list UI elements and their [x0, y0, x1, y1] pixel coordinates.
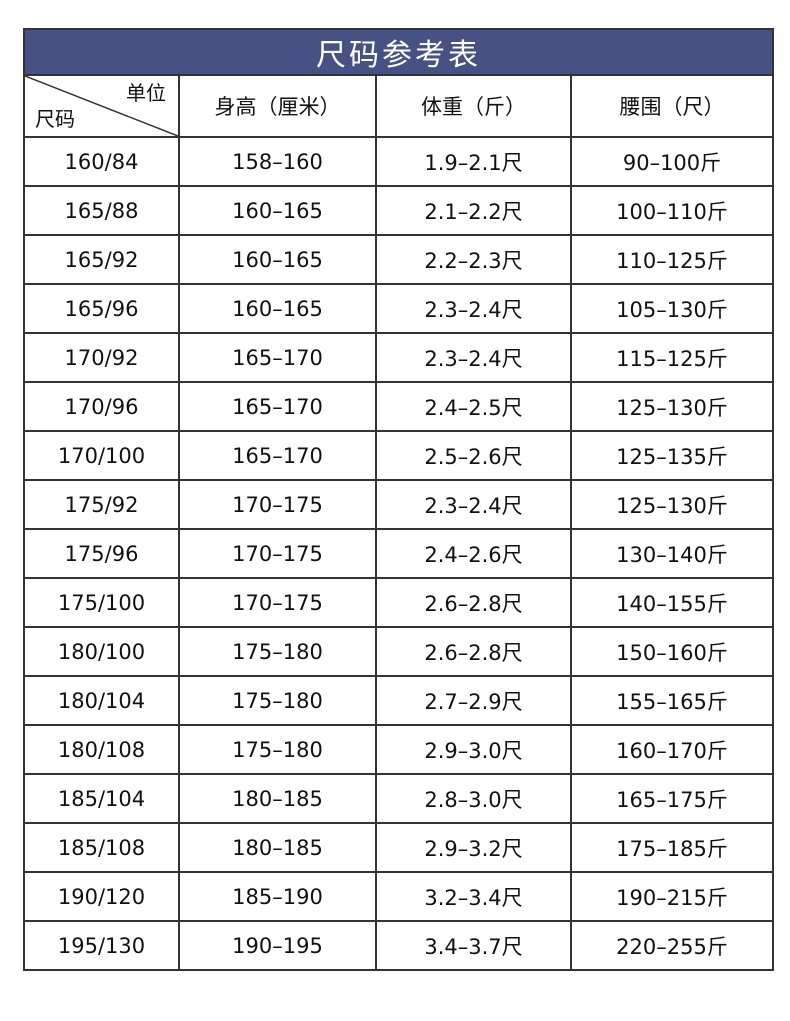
table-row: 165/88 160–165 2.1–2.2尺 100–110斤: [23, 185, 774, 236]
weight-cell: 2.3–2.4尺: [375, 479, 572, 530]
size-cell: 170/100: [23, 430, 180, 481]
waist-cell: 150–160斤: [570, 626, 774, 677]
table-row: 175/96 170–175 2.4–2.6尺 130–140斤: [23, 528, 774, 579]
waist-cell: 125–130斤: [570, 381, 774, 432]
weight-cell: 2.9–3.2尺: [375, 822, 572, 873]
weight-cell: 2.1–2.2尺: [375, 185, 572, 236]
weight-cell: 2.6–2.8尺: [375, 626, 572, 677]
table-row: 180/108 175–180 2.9–3.0尺 160–170斤: [23, 724, 774, 775]
waist-cell: 125–135斤: [570, 430, 774, 481]
table-title: 尺码参考表: [23, 28, 774, 76]
size-cell: 180/100: [23, 626, 180, 677]
weight-cell: 2.4–2.6尺: [375, 528, 572, 579]
weight-cell: 2.8–3.0尺: [375, 773, 572, 824]
height-cell: 180–185: [178, 822, 377, 873]
corner-size-label: 尺码: [35, 107, 75, 131]
table-row: 185/108 180–185 2.9–3.2尺 175–185斤: [23, 822, 774, 873]
table-row: 175/100 170–175 2.6–2.8尺 140–155斤: [23, 577, 774, 628]
table-row: 170/92 165–170 2.3–2.4尺 115–125斤: [23, 332, 774, 383]
corner-header-cell: 单位 尺码: [23, 74, 180, 138]
header-waist: 腰围（尺）: [570, 74, 774, 138]
size-cell: 165/96: [23, 283, 180, 334]
size-cell: 195/130: [23, 920, 180, 971]
size-cell: 185/108: [23, 822, 180, 873]
weight-cell: 3.2–3.4尺: [375, 871, 572, 922]
size-cell: 185/104: [23, 773, 180, 824]
height-cell: 160–165: [178, 234, 377, 285]
weight-cell: 2.3–2.4尺: [375, 283, 572, 334]
size-reference-table: 尺码参考表 单位 尺码 身高（厘米） 体重（斤） 腰围（尺） 160/84 158…: [23, 28, 774, 971]
waist-cell: 100–110斤: [570, 185, 774, 236]
size-cell: 160/84: [23, 136, 180, 187]
size-cell: 175/96: [23, 528, 180, 579]
waist-cell: 155–165斤: [570, 675, 774, 726]
corner-unit-label: 单位: [126, 81, 166, 105]
weight-cell: 1.9–2.1尺: [375, 136, 572, 187]
size-cell: 175/92: [23, 479, 180, 530]
waist-cell: 220–255斤: [570, 920, 774, 971]
table-row: 165/92 160–165 2.2–2.3尺 110–125斤: [23, 234, 774, 285]
weight-cell: 2.2–2.3尺: [375, 234, 572, 285]
weight-cell: 2.5–2.6尺: [375, 430, 572, 481]
height-cell: 165–170: [178, 381, 377, 432]
size-cell: 190/120: [23, 871, 180, 922]
diagonal-line: [26, 77, 177, 135]
height-cell: 160–165: [178, 283, 377, 334]
table-row: 170/100 165–170 2.5–2.6尺 125–135斤: [23, 430, 774, 481]
size-cell: 175/100: [23, 577, 180, 628]
size-cell: 170/96: [23, 381, 180, 432]
waist-cell: 130–140斤: [570, 528, 774, 579]
height-cell: 170–175: [178, 479, 377, 530]
height-cell: 170–175: [178, 528, 377, 579]
waist-cell: 165–175斤: [570, 773, 774, 824]
table-row: 195/130 190–195 3.4–3.7尺 220–255斤: [23, 920, 774, 971]
waist-cell: 115–125斤: [570, 332, 774, 383]
weight-cell: 2.7–2.9尺: [375, 675, 572, 726]
height-cell: 160–165: [178, 185, 377, 236]
waist-cell: 90–100斤: [570, 136, 774, 187]
waist-cell: 190–215斤: [570, 871, 774, 922]
height-cell: 175–180: [178, 626, 377, 677]
height-cell: 175–180: [178, 724, 377, 775]
waist-cell: 160–170斤: [570, 724, 774, 775]
size-cell: 165/88: [23, 185, 180, 236]
weight-cell: 3.4–3.7尺: [375, 920, 572, 971]
height-cell: 190–195: [178, 920, 377, 971]
height-cell: 165–170: [178, 332, 377, 383]
height-cell: 158–160: [178, 136, 377, 187]
weight-cell: 2.4–2.5尺: [375, 381, 572, 432]
height-cell: 175–180: [178, 675, 377, 726]
height-cell: 165–170: [178, 430, 377, 481]
title-row: 尺码参考表: [23, 28, 774, 76]
weight-cell: 2.3–2.4尺: [375, 332, 572, 383]
header-height: 身高（厘米）: [178, 74, 377, 138]
table-row: 180/100 175–180 2.6–2.8尺 150–160斤: [23, 626, 774, 677]
height-cell: 170–175: [178, 577, 377, 628]
waist-cell: 125–130斤: [570, 479, 774, 530]
table-row: 175/92 170–175 2.3–2.4尺 125–130斤: [23, 479, 774, 530]
header-row: 单位 尺码 身高（厘米） 体重（斤） 腰围（尺）: [23, 74, 774, 138]
size-cell: 180/108: [23, 724, 180, 775]
height-cell: 185–190: [178, 871, 377, 922]
waist-cell: 140–155斤: [570, 577, 774, 628]
waist-cell: 105–130斤: [570, 283, 774, 334]
header-weight: 体重（斤）: [375, 74, 572, 138]
weight-cell: 2.6–2.8尺: [375, 577, 572, 628]
table-row: 165/96 160–165 2.3–2.4尺 105–130斤: [23, 283, 774, 334]
height-cell: 180–185: [178, 773, 377, 824]
table-row: 160/84 158–160 1.9–2.1尺 90–100斤: [23, 136, 774, 187]
table-row: 170/96 165–170 2.4–2.5尺 125–130斤: [23, 381, 774, 432]
table-row: 185/104 180–185 2.8–3.0尺 165–175斤: [23, 773, 774, 824]
waist-cell: 175–185斤: [570, 822, 774, 873]
size-cell: 180/104: [23, 675, 180, 726]
size-cell: 165/92: [23, 234, 180, 285]
weight-cell: 2.9–3.0尺: [375, 724, 572, 775]
size-cell: 170/92: [23, 332, 180, 383]
waist-cell: 110–125斤: [570, 234, 774, 285]
table-row: 190/120 185–190 3.2–3.4尺 190–215斤: [23, 871, 774, 922]
table-body: 160/84 158–160 1.9–2.1尺 90–100斤 165/88 160–16…: [23, 136, 774, 971]
table-row: 180/104 175–180 2.7–2.9尺 155–165斤: [23, 675, 774, 726]
